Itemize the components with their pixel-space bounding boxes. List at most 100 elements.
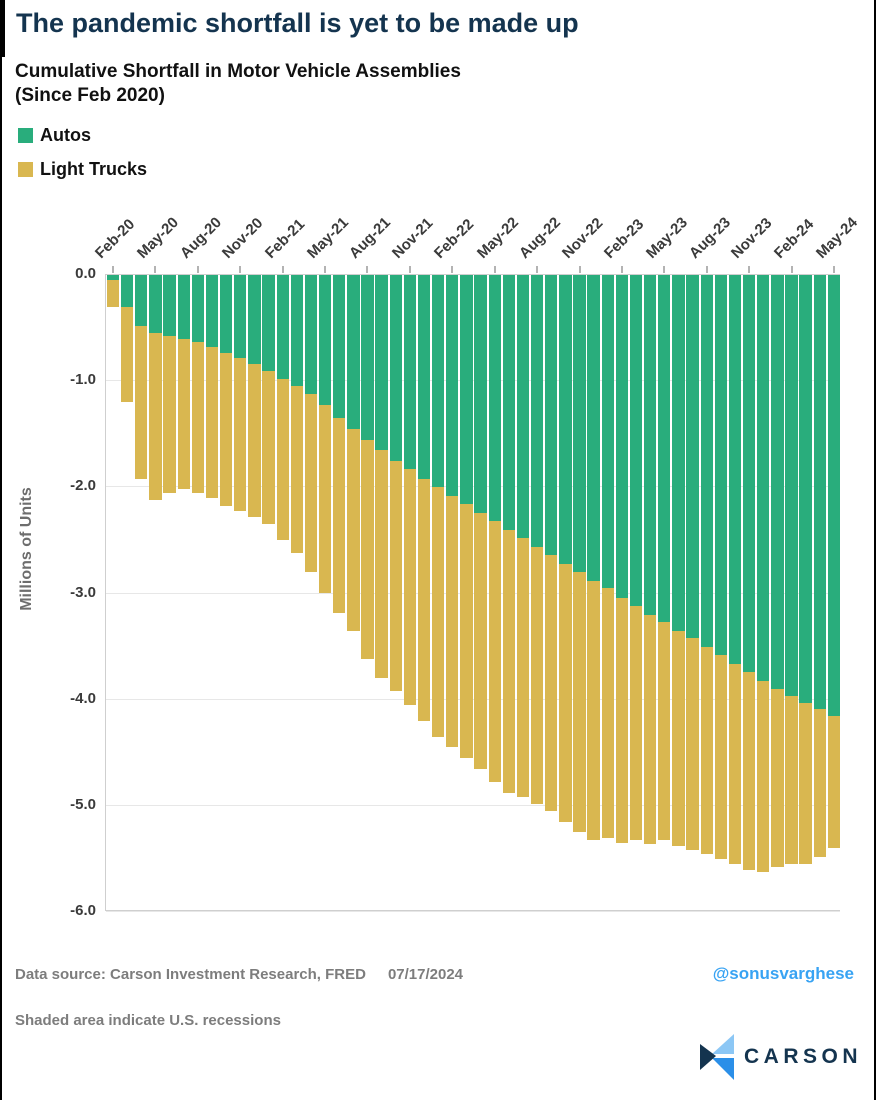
x-tick-mark: [493, 266, 496, 273]
bar-segment-autos: [516, 275, 530, 539]
chart-subtitle-line2: (Since Feb 2020): [15, 85, 165, 106]
x-tick-mark: [748, 266, 751, 273]
bar-segment-light-trucks: [304, 393, 318, 573]
x-tick-label: Aug-20: [176, 214, 225, 262]
x-tick-label: Nov-20: [219, 214, 267, 262]
y-axis-title: Millions of Units: [18, 487, 35, 611]
bar-segment-light-trucks: [431, 487, 445, 737]
bar-segment-light-trucks: [771, 689, 784, 868]
bar-segment-light-trucks: [276, 379, 289, 541]
bar-segment-light-trucks: [615, 597, 629, 843]
twitter-handle-link[interactable]: @sonusvarghese: [712, 964, 854, 983]
bar-segment-autos: [191, 275, 205, 342]
bar-segment-light-trucks: [601, 588, 614, 838]
bar-segment-autos: [728, 275, 742, 664]
bar-segment-light-trucks: [474, 512, 487, 769]
bar-segment-light-trucks: [799, 702, 812, 865]
carson-logo-icon: [700, 1034, 734, 1080]
y-tick-label: -4.0: [70, 689, 96, 707]
page-border-right: [874, 0, 876, 1100]
autos-swatch-icon: [18, 127, 33, 143]
bar-segment-light-trucks: [516, 538, 530, 798]
y-tick-label: 0.0: [75, 265, 96, 282]
chart-subtitle-line1: Cumulative Shortfall in Motor Vehicle As…: [15, 61, 461, 82]
bar-segment-light-trucks: [149, 333, 162, 501]
x-tick-mark: [112, 266, 115, 273]
legend-item-light-trucks: Light Trucks: [18, 156, 147, 182]
x-tick-mark: [536, 266, 539, 273]
bar-segment-autos: [460, 275, 473, 505]
gridline: [106, 698, 840, 700]
bar-segment-autos: [149, 275, 162, 334]
bar-segment-autos: [163, 275, 176, 336]
x-tick-label: Nov-23: [728, 214, 776, 262]
x-tick-mark: [324, 266, 327, 273]
bar-segment-light-trucks: [644, 614, 657, 845]
gridline: [106, 911, 840, 912]
bar-segment-autos: [615, 275, 629, 598]
x-tick-mark: [196, 266, 199, 273]
bar-segment-autos: [375, 275, 388, 451]
bar-segment-autos: [785, 275, 798, 697]
bar-segment-light-trucks: [587, 580, 600, 840]
x-tick-label: Feb-21: [261, 215, 308, 262]
bar-segment-autos: [742, 275, 756, 673]
x-tick-label: May-23: [643, 214, 692, 262]
bar-segment-light-trucks: [219, 352, 233, 507]
data-source-text: Data source: Carson Investment Research,…: [15, 966, 463, 983]
bar-segment-light-trucks: [135, 325, 148, 479]
bar-segment-light-trucks: [700, 646, 713, 854]
x-tick-label: May-24: [812, 214, 861, 262]
bar-segment-autos: [403, 275, 417, 470]
x-tick-label: Nov-21: [388, 214, 437, 262]
bar-segment-autos: [333, 275, 346, 419]
bar-segment-light-trucks: [672, 630, 685, 847]
bar-segment-autos: [446, 275, 459, 496]
bar-segment-light-trucks: [106, 280, 120, 307]
page-title: The pandemic shortfall is yet to be made…: [16, 8, 579, 38]
bar-segment-light-trucks: [234, 357, 247, 511]
carson-logo: CARSON: [700, 1034, 862, 1080]
bar-segment-light-trucks: [248, 364, 261, 518]
gridline: [106, 486, 840, 488]
x-tick-label: Feb-24: [770, 215, 817, 262]
bar-segment-autos: [121, 275, 134, 307]
bar-segment-light-trucks: [545, 555, 558, 812]
bar-segment-autos: [219, 275, 233, 353]
bar-segment-autos: [686, 275, 699, 639]
gridline: [106, 380, 840, 382]
bar-segment-light-trucks: [262, 370, 275, 525]
bar-segment-light-trucks: [785, 696, 798, 865]
bar-segment-autos: [248, 275, 261, 365]
bar-segment-autos: [135, 275, 148, 326]
bar-segment-autos: [771, 275, 784, 690]
bar-segment-light-trucks: [573, 572, 586, 833]
x-tick-mark: [154, 266, 157, 273]
x-tick-mark: [366, 266, 369, 273]
bar-segment-light-trucks: [318, 404, 332, 594]
legend-label-light-trucks: Light Trucks: [40, 158, 148, 179]
bar-segment-autos: [318, 275, 332, 405]
chart-legend: Autos Light Trucks: [18, 122, 147, 190]
title-accent-bar: [0, 0, 5, 57]
recession-note-text: Shaded area indicate U.S. recessions: [15, 1012, 281, 1029]
data-source-date: 07/17/2024: [387, 966, 464, 983]
x-tick-mark: [578, 266, 581, 273]
bar-segment-light-trucks: [163, 335, 176, 493]
light-trucks-swatch-icon: [18, 161, 33, 177]
page-border-left: [0, 0, 2, 1100]
bar-segment-autos: [757, 275, 770, 681]
bar-segment-light-trucks: [813, 709, 826, 857]
bar-segment-light-trucks: [502, 529, 515, 794]
x-tick-label: Aug-22: [516, 214, 565, 262]
gridline: [106, 804, 840, 806]
bar-segment-light-trucks: [757, 680, 770, 872]
bar-segment-autos: [205, 275, 219, 348]
y-tick-label: -1.0: [70, 371, 96, 389]
bar-segment-autos: [629, 275, 643, 607]
legend-item-autos: Autos: [18, 122, 147, 148]
x-tick-label: May-21: [304, 214, 353, 262]
x-tick-mark: [705, 266, 708, 273]
bar-segment-autos: [389, 275, 402, 461]
